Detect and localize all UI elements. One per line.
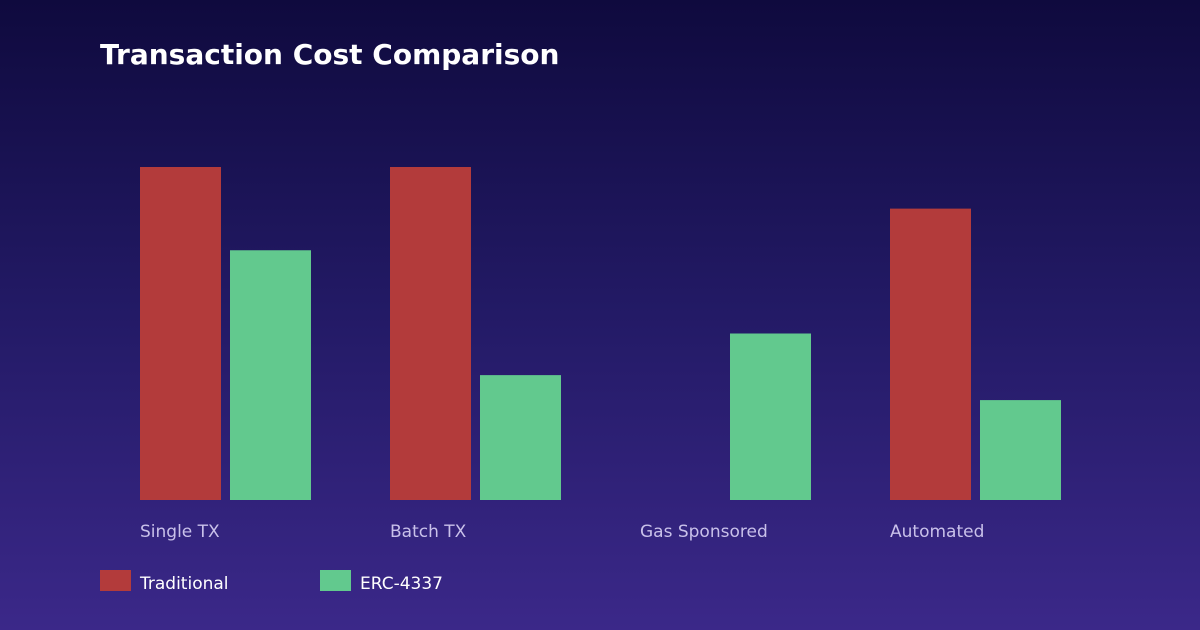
bar-erc-4337-3 bbox=[980, 400, 1061, 500]
bar-erc-4337-0 bbox=[230, 250, 311, 500]
legend-swatch bbox=[100, 570, 131, 591]
x-tick-label: Single TX bbox=[140, 522, 220, 542]
bar-erc-4337-2 bbox=[730, 333, 811, 500]
bar-traditional-1 bbox=[390, 167, 471, 500]
bar-erc-4337-1 bbox=[480, 375, 561, 500]
chart-title: Transaction Cost Comparison bbox=[100, 38, 560, 71]
bar-traditional-3 bbox=[890, 208, 971, 500]
bar-traditional-0 bbox=[140, 167, 221, 500]
x-tick-label: Batch TX bbox=[390, 522, 467, 542]
x-tick-label: Automated bbox=[890, 522, 984, 542]
x-tick-label: Gas Sponsored bbox=[640, 522, 768, 542]
legend-swatch bbox=[320, 570, 351, 591]
legend-label: Traditional bbox=[139, 574, 229, 594]
legend-label: ERC-4337 bbox=[360, 574, 443, 594]
